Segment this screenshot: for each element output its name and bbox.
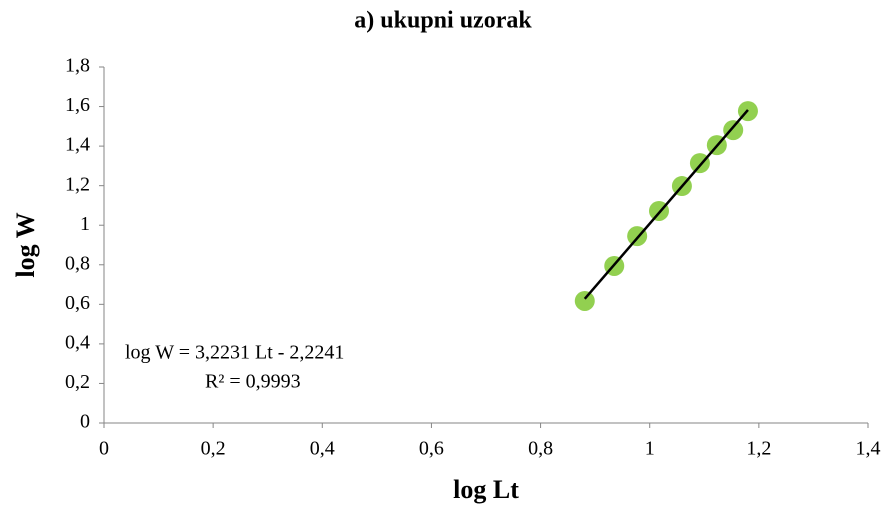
x-tick-label: 1,4 [856, 438, 881, 460]
data-point [723, 120, 744, 141]
x-tick-label: 0,8 [528, 438, 553, 460]
y-tick-label: 1,6 [65, 94, 90, 116]
y-tick-label: 1,4 [65, 134, 90, 156]
x-tick-label: 1 [645, 438, 655, 460]
annotation: log W = 3,2231 Lt - 2,2241 [125, 342, 344, 364]
y-tick-label: 0,8 [65, 252, 90, 274]
y-tick-label: 0,6 [65, 292, 90, 314]
y-tick-label: 0,4 [65, 331, 90, 353]
x-tick-label: 1,2 [746, 438, 771, 460]
y-tick-label: 0,2 [65, 371, 90, 393]
y-axis-label: log W [11, 212, 40, 277]
trendline [583, 109, 749, 300]
annotation: R² = 0,9993 [205, 371, 301, 393]
y-tick-label: 1,2 [65, 173, 90, 195]
y-tick-label: 0 [80, 411, 90, 433]
y-tick-label: 1 [80, 213, 90, 235]
x-tick-label: 0 [99, 438, 109, 460]
x-tick-label: 0,4 [310, 438, 335, 460]
y-tick-label: 1,8 [65, 55, 90, 77]
x-tick-label: 0,2 [201, 438, 226, 460]
x-axis-label: log Lt [453, 475, 519, 504]
chart-title: a) ukupni uzorak [354, 8, 532, 34]
data-point [574, 290, 595, 311]
x-tick-label: 0,6 [419, 438, 444, 460]
